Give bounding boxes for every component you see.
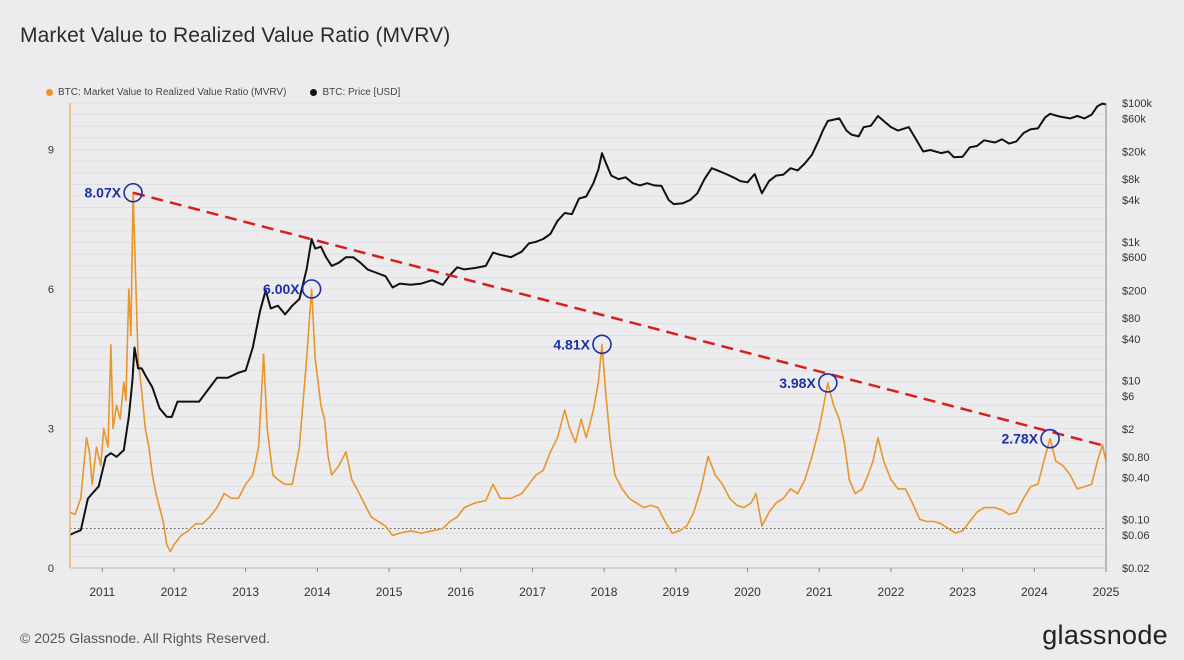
- x-tick-label: 2019: [662, 585, 689, 599]
- right-tick-label: $6: [1122, 391, 1134, 403]
- x-tick-label: 2011: [89, 585, 115, 599]
- x-tick-label: 2023: [949, 585, 976, 599]
- x-tick-label: 2017: [519, 585, 546, 599]
- left-tick-label: 0: [48, 563, 54, 575]
- right-tick-label: $200: [1122, 285, 1146, 297]
- right-tick-label: $10: [1122, 376, 1140, 388]
- peak-label: 6.00X: [263, 281, 300, 297]
- x-tick-label: 2013: [232, 585, 259, 599]
- price-series-line: [69, 102, 1107, 536]
- x-tick-label: 2012: [161, 585, 188, 599]
- peak-label: 2.78X: [1001, 431, 1038, 447]
- peak-marker-circle: [301, 279, 322, 299]
- trend-line-dashed: [132, 191, 1107, 448]
- series-lines: [69, 102, 1107, 553]
- left-tick-label: 9: [48, 145, 54, 157]
- left-tick-label: 3: [48, 424, 54, 436]
- trend-line: [132, 191, 1107, 448]
- x-tick-label: 2024: [1021, 585, 1048, 599]
- peak-label: 8.07X: [84, 185, 121, 201]
- right-tick-label: $0.06: [1122, 530, 1150, 542]
- peak-marker-circle: [123, 182, 143, 203]
- legend-label-price: BTC: Price [USD]: [322, 87, 401, 98]
- x-tick-label: 2025: [1093, 585, 1120, 599]
- legend-label-mvrv: BTC: Market Value to Realized Value Rati…: [58, 87, 287, 98]
- brand-logo-text: glassnode: [1042, 620, 1168, 650]
- x-tick-label: 2014: [304, 585, 331, 599]
- grid-lines: [70, 102, 1106, 569]
- right-tick-label: $600: [1122, 252, 1146, 264]
- right-tick-label: $0.02: [1122, 563, 1150, 575]
- legend-item-mvrv[interactable]: BTC: Market Value to Realized Value Rati…: [46, 87, 286, 98]
- right-tick-label: $60k: [1122, 113, 1146, 125]
- x-tick-label: 2020: [734, 585, 761, 599]
- right-tick-label: $8k: [1122, 174, 1140, 186]
- legend-dot-price: [310, 89, 318, 96]
- right-tick-label: $0.40: [1122, 473, 1150, 485]
- right-tick-label: $4k: [1122, 195, 1140, 207]
- peak-label: 3.98X: [779, 375, 816, 391]
- peak-marker-circle: [592, 334, 612, 355]
- x-tick-label: 2016: [447, 585, 474, 599]
- annotations: 8.07X 6.00X 4.81X 3.98X 2.78X: [84, 182, 1060, 449]
- axes: 0 3 6 9 $100k $60k $20k $8k $4k $1k $600 $200 $80 $40…: [48, 98, 1153, 599]
- peak-label: 4.81X: [553, 336, 590, 352]
- legend: BTC: Market Value to Realized Value Rati…: [46, 87, 400, 98]
- peak-marker-circle: [1040, 428, 1060, 449]
- legend-dot-mvrv: [46, 89, 53, 96]
- legend-item-price[interactable]: BTC: Price [USD]: [310, 87, 400, 98]
- x-tick-label: 2021: [806, 585, 833, 599]
- right-tick-label: $2: [1122, 424, 1134, 436]
- mvrv-series-line: [69, 191, 1107, 553]
- right-tick-label: $100k: [1122, 98, 1152, 110]
- right-tick-label: $1k: [1122, 237, 1140, 249]
- right-tick-label: $0.10: [1122, 514, 1150, 526]
- x-tick-label: 2022: [878, 585, 905, 599]
- copyright-text: © 2025 Glassnode. All Rights Reserved.: [20, 630, 271, 646]
- right-tick-label: $0.80: [1122, 452, 1150, 464]
- x-tick-label: 2018: [591, 585, 618, 599]
- x-tick-label: 2015: [376, 585, 403, 599]
- right-tick-label: $20k: [1122, 147, 1146, 159]
- left-tick-label: 6: [48, 284, 54, 296]
- chart-title: Market Value to Realized Value Ratio (MV…: [20, 24, 451, 47]
- right-tick-label: $80: [1122, 313, 1140, 325]
- peak-marker-circle: [818, 373, 838, 393]
- right-tick-label: $40: [1122, 334, 1140, 346]
